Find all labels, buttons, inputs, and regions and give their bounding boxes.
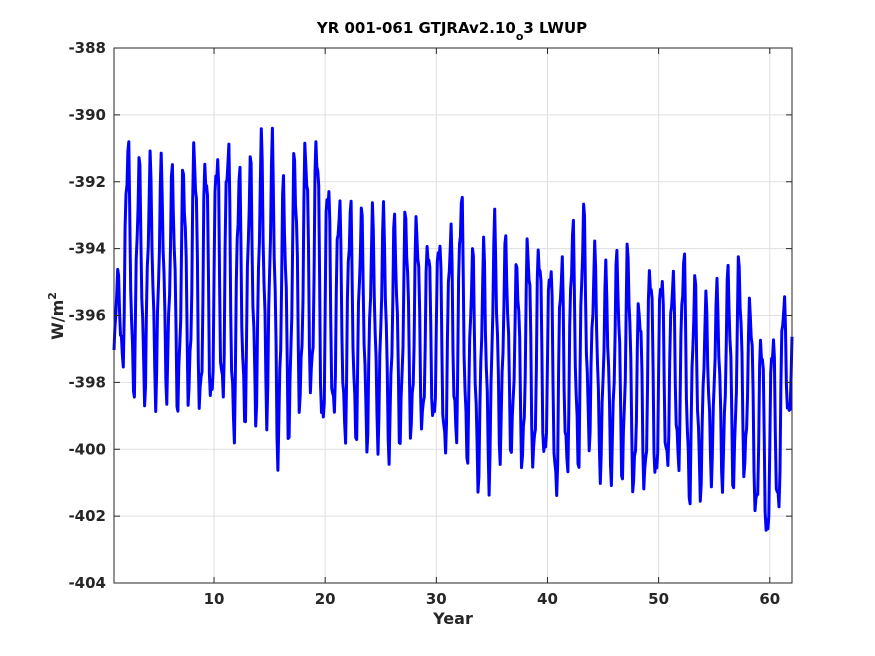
y-tick-label: -388 bbox=[68, 39, 106, 57]
y-tick-label: -392 bbox=[68, 173, 106, 191]
x-tick-label: 10 bbox=[204, 590, 225, 608]
y-tick-label: -394 bbox=[68, 240, 106, 258]
y-tick-label: -396 bbox=[68, 307, 106, 325]
x-tick-label: 50 bbox=[648, 590, 669, 608]
y-axis-label: W/m2 bbox=[46, 292, 67, 340]
x-tick-label: 20 bbox=[315, 590, 336, 608]
y-tick-label: -390 bbox=[68, 106, 106, 124]
chart-title-main: YR 001-061 GTJRAv2.10 bbox=[316, 19, 516, 37]
y-tick-label: -398 bbox=[68, 373, 106, 391]
axis-ticks bbox=[114, 47, 792, 584]
y-axis-label-base: W/m bbox=[48, 300, 67, 340]
x-tick-label: 40 bbox=[537, 590, 558, 608]
y-tick-label: -400 bbox=[68, 440, 106, 458]
chart-title: YR 001-061 GTJRAv2.10o3 LWUP bbox=[316, 19, 587, 43]
chart-title-subscript: o bbox=[516, 30, 524, 43]
x-tick-label: 30 bbox=[426, 590, 447, 608]
axis-tick-labels: 10 20 30 40 50 60 -388 -390 -392 -394 -396 -398 -400… bbox=[68, 39, 780, 608]
y-tick-label: -404 bbox=[68, 574, 106, 592]
series-group bbox=[112, 126, 794, 532]
x-axis-label: Year bbox=[432, 609, 473, 628]
y-tick-label: -402 bbox=[68, 507, 106, 525]
y-axis-label-superscript: 2 bbox=[46, 292, 59, 300]
series-line bbox=[112, 126, 794, 532]
x-tick-label: 60 bbox=[759, 590, 780, 608]
chart-title-after: 3 LWUP bbox=[523, 19, 587, 37]
